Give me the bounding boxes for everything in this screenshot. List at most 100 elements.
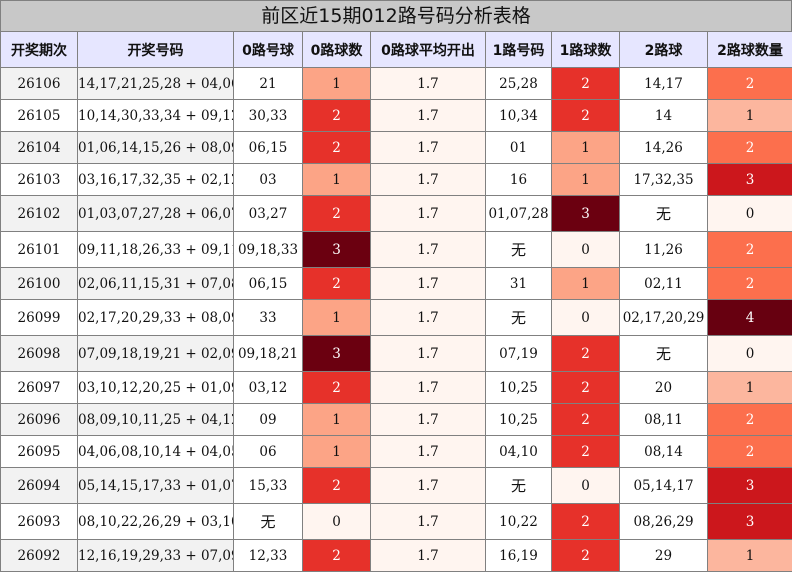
route0-average-cell: 1.7 [370,467,486,504]
period-cell: 26097 [0,371,78,404]
route2-count-cell: 1 [707,371,792,404]
route0-count-cell: 2 [302,539,371,572]
route0-count-cell: 2 [302,267,371,300]
period-cell: 26104 [0,131,78,164]
period-cell: 26103 [0,163,78,196]
header-route0-average: 0路球平均开出 [370,31,486,68]
route1-count-cell: 2 [551,539,620,572]
numbers-cell: 09,11,18,26,33 + 09,11 [77,231,234,268]
route1-count-cell: 2 [551,335,620,372]
period-cell: 26095 [0,435,78,468]
route1-count-cell: 0 [551,299,620,336]
route2-count-cell: 1 [707,539,792,572]
route0-average-cell: 1.7 [370,131,486,164]
header-numbers: 开奖号码 [77,31,234,68]
numbers-cell: 02,17,20,29,33 + 08,09 [77,299,234,336]
route2-balls-cell: 02,17,20,29 [619,299,708,336]
route1-balls-cell: 10,22 [485,503,552,540]
route0-count-cell: 3 [302,335,371,372]
route0-average-cell: 1.7 [370,67,486,100]
route2-count-cell: 2 [707,131,792,164]
route2-balls-cell: 05,14,17 [619,467,708,504]
period-cell: 26101 [0,231,78,268]
numbers-cell: 08,09,10,11,25 + 04,12 [77,403,234,436]
route0-balls-cell: 09 [233,403,303,436]
period-cell: 26096 [0,403,78,436]
route2-count-cell: 3 [707,503,792,540]
route0-balls-cell: 06,15 [233,131,303,164]
route2-balls-cell: 14 [619,99,708,132]
route1-count-cell: 3 [551,195,620,232]
table-row: 26104 01,06,14,15,26 + 08,09 06,15 2 1.7 01 1 1… [0,131,792,164]
table-row: 26092 12,16,19,29,33 + 07,09 12,33 2 1.7 16,1… [0,539,792,572]
route2-balls-cell: 20 [619,371,708,404]
route2-count-cell: 2 [707,403,792,436]
route1-balls-cell: 无 [485,231,552,268]
route0-count-cell: 1 [302,435,371,468]
period-cell: 26098 [0,335,78,372]
header-row: 开奖期次 开奖号码 0路号球 0路球数 0路球平均开出 1路号码 1路球数 2路… [0,31,792,68]
route1-balls-cell: 16,19 [485,539,552,572]
route1-count-cell: 0 [551,231,620,268]
route1-balls-cell: 04,10 [485,435,552,468]
route1-count-cell: 2 [551,371,620,404]
route2-count-cell: 3 [707,163,792,196]
header-route0-balls: 0路号球 [233,31,303,68]
route2-balls-cell: 17,32,35 [619,163,708,196]
route0-balls-cell: 无 [233,503,303,540]
period-cell: 26102 [0,195,78,232]
route2-count-cell: 0 [707,195,792,232]
table-row: 26097 03,10,12,20,25 + 01,09 03,12 2 1.7 10,2… [0,371,792,404]
route2-count-cell: 0 [707,335,792,372]
route1-balls-cell: 无 [485,299,552,336]
period-cell: 26106 [0,67,78,100]
route0-average-cell: 1.7 [370,195,486,232]
table-row: 26099 02,17,20,29,33 + 08,09 33 1 1.7 无 0 02,17… [0,299,792,336]
numbers-cell: 02,06,11,15,31 + 07,08 [77,267,234,300]
period-cell: 26092 [0,539,78,572]
route0-balls-cell: 12,33 [233,539,303,572]
route0-average-cell: 1.7 [370,371,486,404]
numbers-cell: 01,03,07,27,28 + 06,07 [77,195,234,232]
table-row: 26100 02,06,11,15,31 + 07,08 06,15 2 1.7 31 1 0… [0,267,792,300]
route2-balls-cell: 08,14 [619,435,708,468]
route0-count-cell: 2 [302,371,371,404]
route0-balls-cell: 06 [233,435,303,468]
period-cell: 26099 [0,299,78,336]
route2-balls-cell: 29 [619,539,708,572]
route1-count-cell: 2 [551,403,620,436]
route0-average-cell: 1.7 [370,539,486,572]
table-row: 26102 01,03,07,27,28 + 06,07 03,27 2 1.7 01,0… [0,195,792,232]
table-row: 26094 05,14,15,17,33 + 01,07 15,33 2 1.7 无 0 05… [0,467,792,504]
header-route2-balls: 2路球 [619,31,708,68]
route2-balls-cell: 08,11 [619,403,708,436]
route2-balls-cell: 11,26 [619,231,708,268]
route0-balls-cell: 33 [233,299,303,336]
route2-count-cell: 2 [707,67,792,100]
table-row: 26105 10,14,30,33,34 + 09,12 30,33 2 1.7 10,3… [0,99,792,132]
route-analysis-table: 开奖期次 开奖号码 0路号球 0路球数 0路球平均开出 1路号码 1路球数 2路… [0,31,792,572]
route0-balls-cell: 09,18,33 [233,231,303,268]
route0-count-cell: 1 [302,163,371,196]
route1-balls-cell: 10,25 [485,371,552,404]
route1-balls-cell: 无 [485,467,552,504]
route0-balls-cell: 21 [233,67,303,100]
route0-count-cell: 1 [302,299,371,336]
route0-balls-cell: 03,12 [233,371,303,404]
period-cell: 26094 [0,467,78,504]
numbers-cell: 01,06,14,15,26 + 08,09 [77,131,234,164]
route0-average-cell: 1.7 [370,503,486,540]
numbers-cell: 08,10,22,26,29 + 03,10 [77,503,234,540]
route0-average-cell: 1.7 [370,299,486,336]
route0-count-cell: 2 [302,195,371,232]
route1-balls-cell: 10,25 [485,403,552,436]
route1-count-cell: 2 [551,503,620,540]
route0-balls-cell: 06,15 [233,267,303,300]
route2-count-cell: 2 [707,267,792,300]
route0-balls-cell: 30,33 [233,99,303,132]
numbers-cell: 04,06,08,10,14 + 04,05 [77,435,234,468]
numbers-cell: 03,16,17,32,35 + 02,12 [77,163,234,196]
route0-average-cell: 1.7 [370,335,486,372]
route2-count-cell: 2 [707,231,792,268]
